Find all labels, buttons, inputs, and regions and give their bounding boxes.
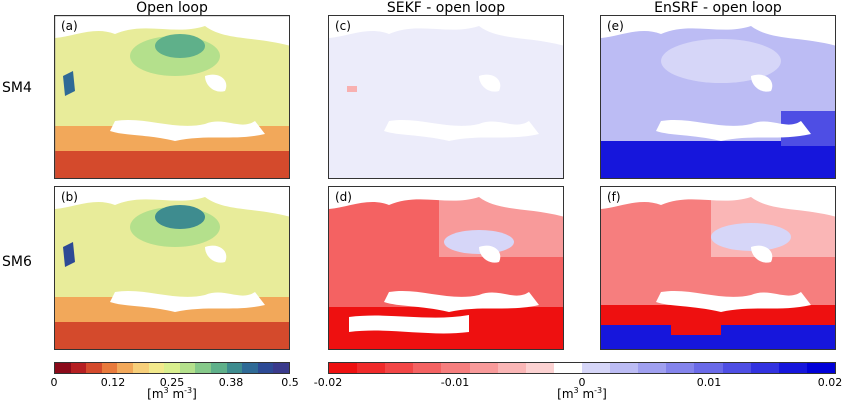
- colorbar-left-tick-0: 0: [50, 376, 58, 389]
- colorbar-right-swatch: [581, 363, 611, 373]
- colorbar-left-swatch: [195, 363, 211, 373]
- colorbar-left-swatch: [55, 363, 71, 373]
- colorbar-right-tick-0: -0.02: [313, 376, 343, 389]
- colorbar-left-unit: [m3 m-3]: [147, 386, 197, 401]
- colorbar-right-swatch: [441, 363, 470, 373]
- panel-label-d: (d): [335, 190, 352, 204]
- colorbar-right-swatch: [469, 363, 498, 373]
- colorbar-right-swatch: [806, 363, 835, 373]
- colorbar-left-swatch: [70, 363, 87, 373]
- colorbar-left-swatch: [86, 363, 102, 373]
- colorbar-right-swatch: [610, 363, 639, 373]
- colorbar-left-swatch: [179, 363, 196, 373]
- colorbar-right-swatch: [666, 363, 695, 373]
- colorbar-left-swatch: [242, 363, 258, 373]
- colorbar-left-swatch: [226, 363, 243, 373]
- map-sekf-sm4: [329, 16, 563, 178]
- colorbar-right-swatch: [722, 363, 751, 373]
- row-label-sm6: SM6: [2, 254, 32, 270]
- colorbar-left-swatch: [257, 363, 274, 373]
- colorbar-right-swatch: [497, 363, 526, 373]
- colorbar-left-tick-4: 0.5: [281, 376, 299, 389]
- colorbar-right-swatch: [413, 363, 442, 373]
- map-open-loop-sm4: [55, 16, 289, 178]
- map-panel-d: (d): [328, 186, 564, 350]
- colorbar-right-swatch: [525, 363, 554, 373]
- map-panel-e: (e): [600, 15, 836, 179]
- row-label-sm4: SM4: [2, 80, 32, 96]
- column-title-open-loop: Open loop: [136, 0, 208, 16]
- colorbar-left-swatch: [101, 363, 118, 373]
- colorbar-left-tick-3: 0.38: [218, 376, 244, 389]
- colorbar-left-swatch: [117, 363, 133, 373]
- map-panel-c: (c): [328, 15, 564, 179]
- panel-label-f: (f): [607, 190, 621, 204]
- colorbar-soil-moisture: [54, 362, 290, 374]
- colorbar-left-tick-2: 0.25: [159, 376, 185, 389]
- colorbar-right-unit: [m3 m-3]: [557, 386, 607, 401]
- panel-label-a: (a): [61, 19, 78, 33]
- colorbar-difference: [328, 362, 836, 374]
- colorbar-right-swatch: [357, 363, 386, 373]
- colorbar-left-tick-1: 0.12: [100, 376, 126, 389]
- colorbar-right-tick-4: 0.02: [817, 376, 843, 389]
- map-ensrf-sm4: [601, 16, 835, 178]
- colorbar-right-swatch: [329, 363, 358, 373]
- colorbar-left-swatch: [148, 363, 165, 373]
- column-title-sekf: SEKF - open loop: [386, 0, 506, 16]
- column-title-ensrf: EnSRF - open loop: [654, 0, 782, 16]
- colorbar-right-swatch: [694, 363, 723, 373]
- map-open-loop-sm6: [55, 187, 289, 349]
- colorbar-right-swatch: [778, 363, 807, 373]
- map-panel-b: (b): [54, 186, 290, 350]
- map-sekf-sm6: [329, 187, 563, 349]
- panel-label-e: (e): [607, 19, 624, 33]
- colorbar-right-swatch: [385, 363, 414, 373]
- map-panel-f: (f): [600, 186, 836, 350]
- colorbar-right-swatch: [750, 363, 779, 373]
- colorbar-left-swatch: [273, 363, 289, 373]
- colorbar-right-tick-3: 0.01: [696, 376, 722, 389]
- colorbar-left-swatch: [132, 363, 149, 373]
- map-ensrf-sm6: [601, 187, 835, 349]
- colorbar-right-tick-2: 0: [578, 376, 586, 389]
- colorbar-right-swatch: [553, 363, 582, 373]
- panel-label-b: (b): [61, 190, 78, 204]
- map-panel-a: (a): [54, 15, 290, 179]
- colorbar-right-swatch: [638, 363, 667, 373]
- colorbar-left-swatch: [210, 363, 227, 373]
- colorbar-right-tick-1: -0.01: [440, 376, 470, 389]
- colorbar-left-swatch: [164, 363, 180, 373]
- panel-label-c: (c): [335, 19, 351, 33]
